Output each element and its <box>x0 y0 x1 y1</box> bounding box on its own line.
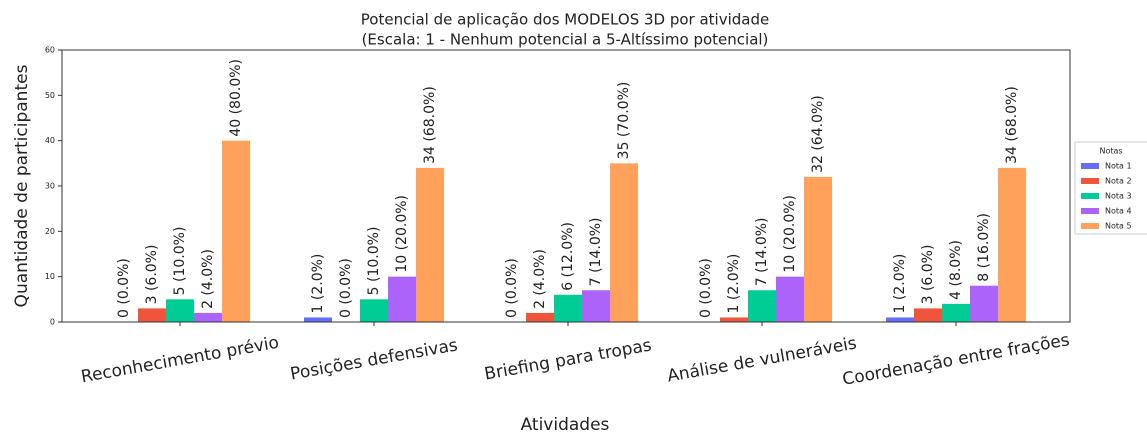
value-label: 32 (64.0%) <box>810 95 826 173</box>
legend-label: Nota 5 <box>1105 222 1132 231</box>
y-tick-label: 60 <box>45 46 55 55</box>
bar <box>914 308 942 322</box>
bar <box>610 163 638 322</box>
value-label: 0 (0.0%) <box>504 258 520 318</box>
value-label: 34 (68.0%) <box>422 86 438 164</box>
value-label: 1 (2.0%) <box>726 254 742 314</box>
value-label: 7 (14.0%) <box>588 218 604 287</box>
bar <box>720 317 748 322</box>
legend-swatch <box>1081 163 1099 169</box>
value-label: 8 (16.0%) <box>976 213 992 282</box>
value-label: 4 (8.0%) <box>948 240 964 300</box>
bar <box>360 299 388 322</box>
value-label: 0 (0.0%) <box>698 258 714 318</box>
legend-frame <box>1074 141 1147 235</box>
legend-title: Notas <box>1099 147 1122 156</box>
y-tick-label: 50 <box>45 91 55 100</box>
bar <box>166 299 194 322</box>
value-label: 3 (6.0%) <box>144 245 160 305</box>
chart-title: Potencial de aplicação dos MODELOS 3D po… <box>361 11 769 29</box>
value-label: 10 (20.0%) <box>394 195 410 273</box>
bar <box>526 312 554 322</box>
bar <box>388 276 416 322</box>
y-tick-label: 40 <box>45 136 55 145</box>
value-label: 35 (70.0%) <box>616 82 632 160</box>
value-label: 1 (2.0%) <box>310 254 326 314</box>
bar <box>138 308 166 322</box>
value-label: 10 (20.0%) <box>782 195 798 273</box>
bar <box>416 167 444 322</box>
legend-swatch <box>1081 223 1099 229</box>
legend-swatch <box>1081 193 1099 199</box>
bar <box>776 276 804 322</box>
legend-swatch <box>1081 208 1099 214</box>
legend-label: Nota 4 <box>1105 207 1132 216</box>
value-label: 7 (14.0%) <box>754 218 770 287</box>
value-label: 0 (0.0%) <box>338 258 354 318</box>
bar <box>582 290 610 322</box>
legend-label: Nota 1 <box>1105 162 1132 171</box>
bar <box>998 167 1026 322</box>
value-label: 2 (4.0%) <box>200 249 216 309</box>
bar <box>554 294 582 322</box>
legend-label: Nota 2 <box>1105 177 1132 186</box>
legend-swatch <box>1081 178 1099 184</box>
x-axis-label: Atividades <box>521 415 610 434</box>
y-tick-label: 10 <box>45 272 55 281</box>
value-label: 0 (0.0%) <box>116 258 132 318</box>
legend-label: Nota 3 <box>1105 192 1132 201</box>
chart-subtitle: (Escala: 1 - Nenhum potencial a 5-Altíss… <box>362 31 769 49</box>
bar <box>748 290 776 322</box>
value-label: 40 (80.0%) <box>228 59 244 137</box>
value-label: 5 (10.0%) <box>172 227 188 296</box>
bar <box>304 317 332 322</box>
bar <box>942 303 970 322</box>
bar <box>804 176 832 322</box>
y-axis-label: Quantidade de participantes <box>12 64 32 307</box>
value-label: 1 (2.0%) <box>892 254 908 314</box>
y-tick-label: 0 <box>50 318 55 327</box>
value-label: 6 (12.0%) <box>560 222 576 291</box>
bar <box>222 140 250 322</box>
y-tick-label: 30 <box>45 182 55 191</box>
plot-frame <box>61 49 1071 323</box>
bar <box>886 317 914 322</box>
value-label: 5 (10.0%) <box>366 227 382 296</box>
bar <box>194 312 222 322</box>
value-label: 3 (6.0%) <box>920 245 936 305</box>
y-tick-label: 20 <box>45 227 55 236</box>
value-label: 34 (68.0%) <box>1004 86 1020 164</box>
bar <box>970 285 998 322</box>
value-label: 2 (4.0%) <box>532 249 548 309</box>
